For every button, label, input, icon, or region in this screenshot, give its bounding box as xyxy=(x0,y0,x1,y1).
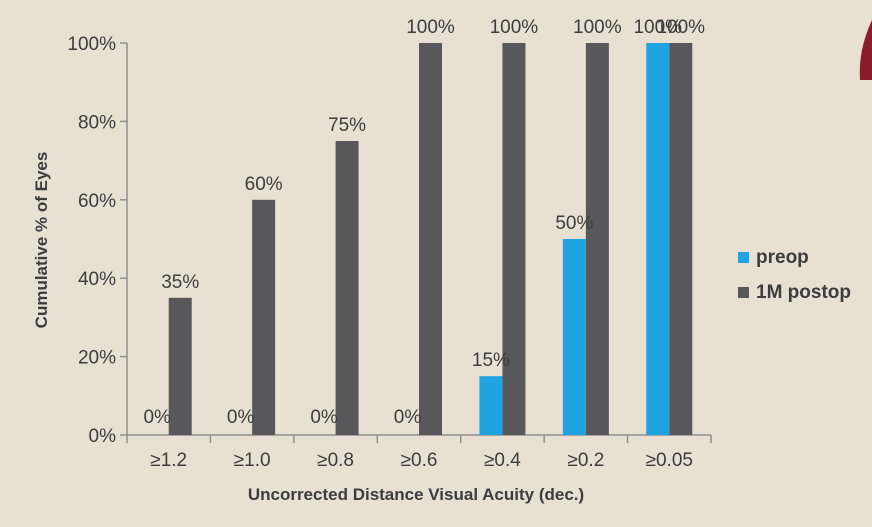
y-tick-label: 100% xyxy=(67,34,116,55)
legend-label-preop: preop xyxy=(756,247,809,268)
x-tick-label: ≥0.05 xyxy=(646,450,693,471)
y-axis-title: Cumulative % of Eyes xyxy=(32,152,51,329)
bar-1m-postop xyxy=(502,43,526,435)
data-label-1m-postop: 100% xyxy=(573,17,622,38)
data-label-preop: 0% xyxy=(394,407,422,428)
bar-1m-postop xyxy=(669,43,693,435)
bar-preop xyxy=(479,376,503,435)
data-label-1m-postop: 75% xyxy=(328,115,366,136)
data-label-preop: 0% xyxy=(143,407,171,428)
data-label-1m-postop: 35% xyxy=(161,272,199,293)
data-label-1m-postop: 100% xyxy=(406,17,455,38)
x-tick-label: ≥0.4 xyxy=(484,450,521,471)
bar-preop xyxy=(646,43,670,435)
data-label-preop: 15% xyxy=(472,350,510,371)
bar-1m-postop xyxy=(168,297,192,435)
y-tick-label: 0% xyxy=(89,426,117,447)
y-tick-label: 20% xyxy=(78,348,116,369)
corner-accent-shape xyxy=(859,20,872,80)
y-axis: 0% 20% 40% 60% 80% 100% xyxy=(67,34,128,447)
bar-1m-postop xyxy=(419,43,442,435)
bar-1m-postop xyxy=(335,141,359,435)
bar-1m-postop xyxy=(252,199,276,435)
data-label-preop: 50% xyxy=(555,213,593,234)
data-label-1m-postop: 60% xyxy=(245,174,283,195)
data-label-preop: 0% xyxy=(227,407,255,428)
x-tick-label: ≥1.0 xyxy=(234,450,271,471)
x-axis: ≥1.2 ≥1.0 ≥0.8 ≥0.6 ≥0.4 ≥0.2 ≥0.05 xyxy=(126,434,712,471)
bars xyxy=(168,43,693,435)
y-tick-label: 80% xyxy=(78,112,116,133)
data-label-preop: 100% xyxy=(633,17,682,38)
data-label-preop: 0% xyxy=(310,407,338,428)
legend-swatch-preop xyxy=(738,252,749,263)
legend-swatch-1m-postop xyxy=(738,287,749,298)
legend: preop 1M postop xyxy=(738,247,851,303)
y-tick-label: 40% xyxy=(78,269,116,290)
y-tick-label: 60% xyxy=(78,191,116,212)
x-tick-label: ≥0.8 xyxy=(317,450,354,471)
x-tick-label: ≥1.2 xyxy=(150,450,187,471)
bar-1m-postop xyxy=(585,43,609,435)
data-labels: 0% 0% 0% 0%15%50%100%35%60%75%100% 100% 100% 1… xyxy=(143,17,705,428)
bar-preop xyxy=(562,239,586,435)
data-label-1m-postop: 100% xyxy=(490,17,539,38)
x-tick-label: ≥0.2 xyxy=(567,450,604,471)
x-tick-label: ≥0.6 xyxy=(401,450,438,471)
data-label-1m-postop: 100% xyxy=(656,17,705,38)
x-axis-title: Uncorrected Distance Visual Acuity (dec.… xyxy=(248,485,584,504)
legend-label-1m-postop: 1M postop xyxy=(756,282,851,303)
